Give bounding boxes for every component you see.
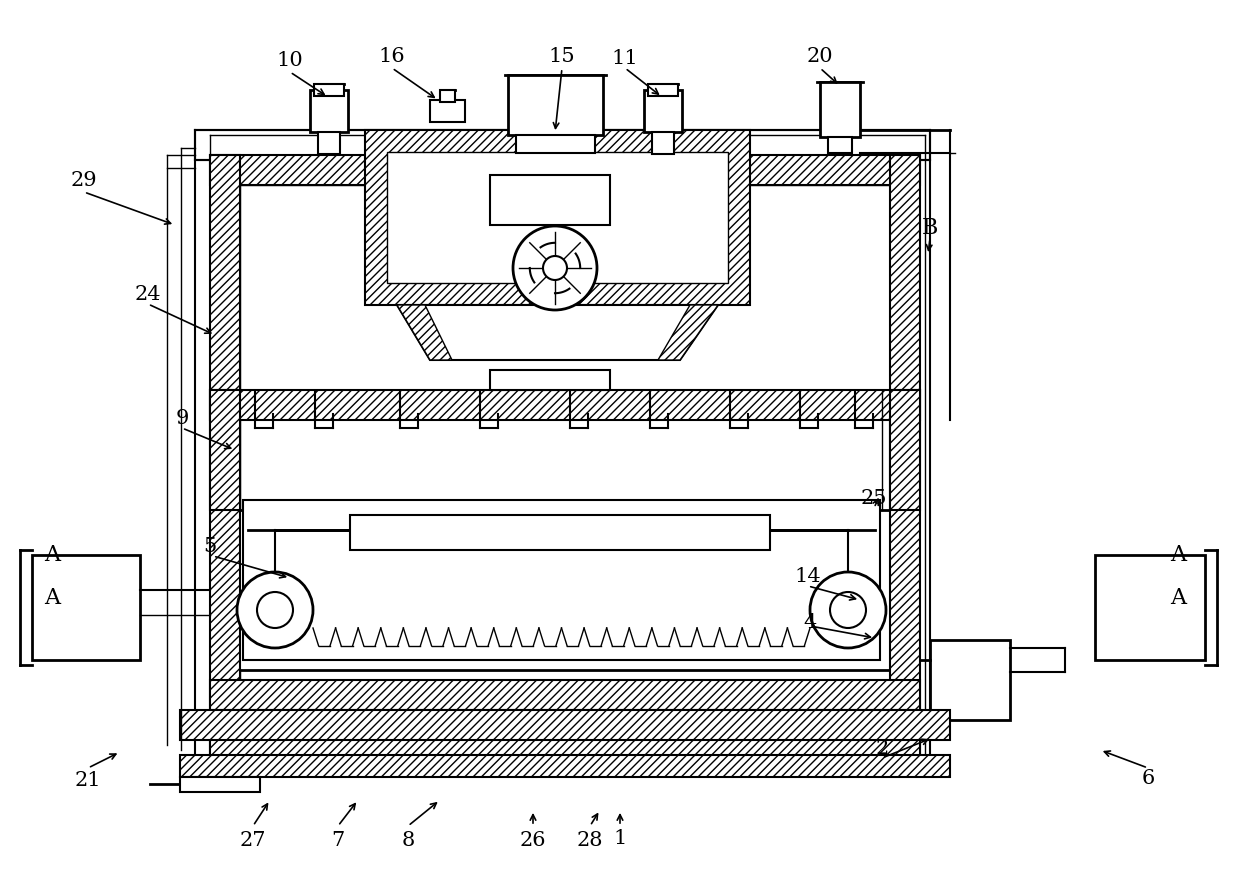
Text: 21: 21 [74, 771, 102, 789]
Bar [365, 130, 750, 305]
Bar [241, 185, 890, 730]
Text: A: A [1171, 587, 1185, 609]
Text: 10: 10 [277, 51, 304, 69]
Text: A: A [43, 544, 60, 566]
Text: A: A [1171, 544, 1185, 566]
Bar [930, 640, 1011, 720]
Polygon shape [397, 305, 453, 360]
Circle shape [810, 572, 887, 648]
Bar [210, 730, 920, 760]
Bar [890, 155, 920, 760]
Bar [314, 84, 343, 96]
Text: 4: 4 [804, 612, 817, 632]
Circle shape [543, 256, 567, 280]
Bar [210, 680, 920, 710]
Bar [317, 132, 340, 154]
Text: 16: 16 [378, 46, 405, 66]
Bar [652, 132, 675, 154]
Bar [387, 152, 728, 283]
Text: A: A [43, 587, 60, 609]
Text: 25: 25 [861, 488, 888, 508]
Bar [828, 137, 852, 153]
Text: 20: 20 [807, 46, 833, 66]
Text: 28: 28 [577, 830, 603, 849]
Bar [210, 390, 241, 510]
Bar [180, 777, 260, 792]
Bar [890, 390, 920, 510]
Bar [210, 390, 920, 420]
Text: 14: 14 [795, 567, 821, 585]
Bar [820, 82, 861, 137]
Bar [310, 90, 348, 132]
Bar [649, 84, 678, 96]
Bar [644, 90, 682, 132]
Bar [243, 500, 880, 660]
Bar [440, 90, 455, 102]
Polygon shape [658, 305, 718, 360]
Text: B: B [921, 217, 939, 239]
Text: 15: 15 [548, 46, 575, 66]
Bar [180, 755, 950, 777]
Text: 2: 2 [875, 739, 889, 757]
Text: 7: 7 [331, 830, 345, 849]
Bar [430, 100, 465, 122]
Text: 6: 6 [1141, 769, 1154, 788]
Text: 5: 5 [203, 536, 217, 555]
Circle shape [830, 592, 866, 628]
Bar [180, 710, 950, 740]
Bar [516, 135, 595, 153]
Circle shape [257, 592, 293, 628]
Bar [32, 555, 140, 660]
Bar [1095, 555, 1205, 660]
Bar [490, 175, 610, 225]
Text: 27: 27 [239, 830, 267, 849]
Bar [219, 710, 910, 755]
Bar [210, 155, 920, 185]
Text: 24: 24 [135, 284, 161, 304]
Bar [490, 370, 610, 390]
Bar [350, 515, 770, 550]
Polygon shape [397, 305, 718, 360]
Bar [219, 710, 910, 755]
Text: 8: 8 [402, 830, 414, 849]
Bar [195, 130, 930, 160]
Bar [508, 75, 603, 135]
Bar [210, 155, 241, 760]
Text: 9: 9 [175, 408, 188, 428]
Text: 11: 11 [611, 48, 639, 68]
Circle shape [237, 572, 312, 648]
Circle shape [513, 226, 596, 310]
Text: 1: 1 [614, 829, 626, 847]
Bar [228, 510, 895, 670]
Text: 29: 29 [71, 170, 97, 190]
Text: 26: 26 [520, 830, 547, 849]
